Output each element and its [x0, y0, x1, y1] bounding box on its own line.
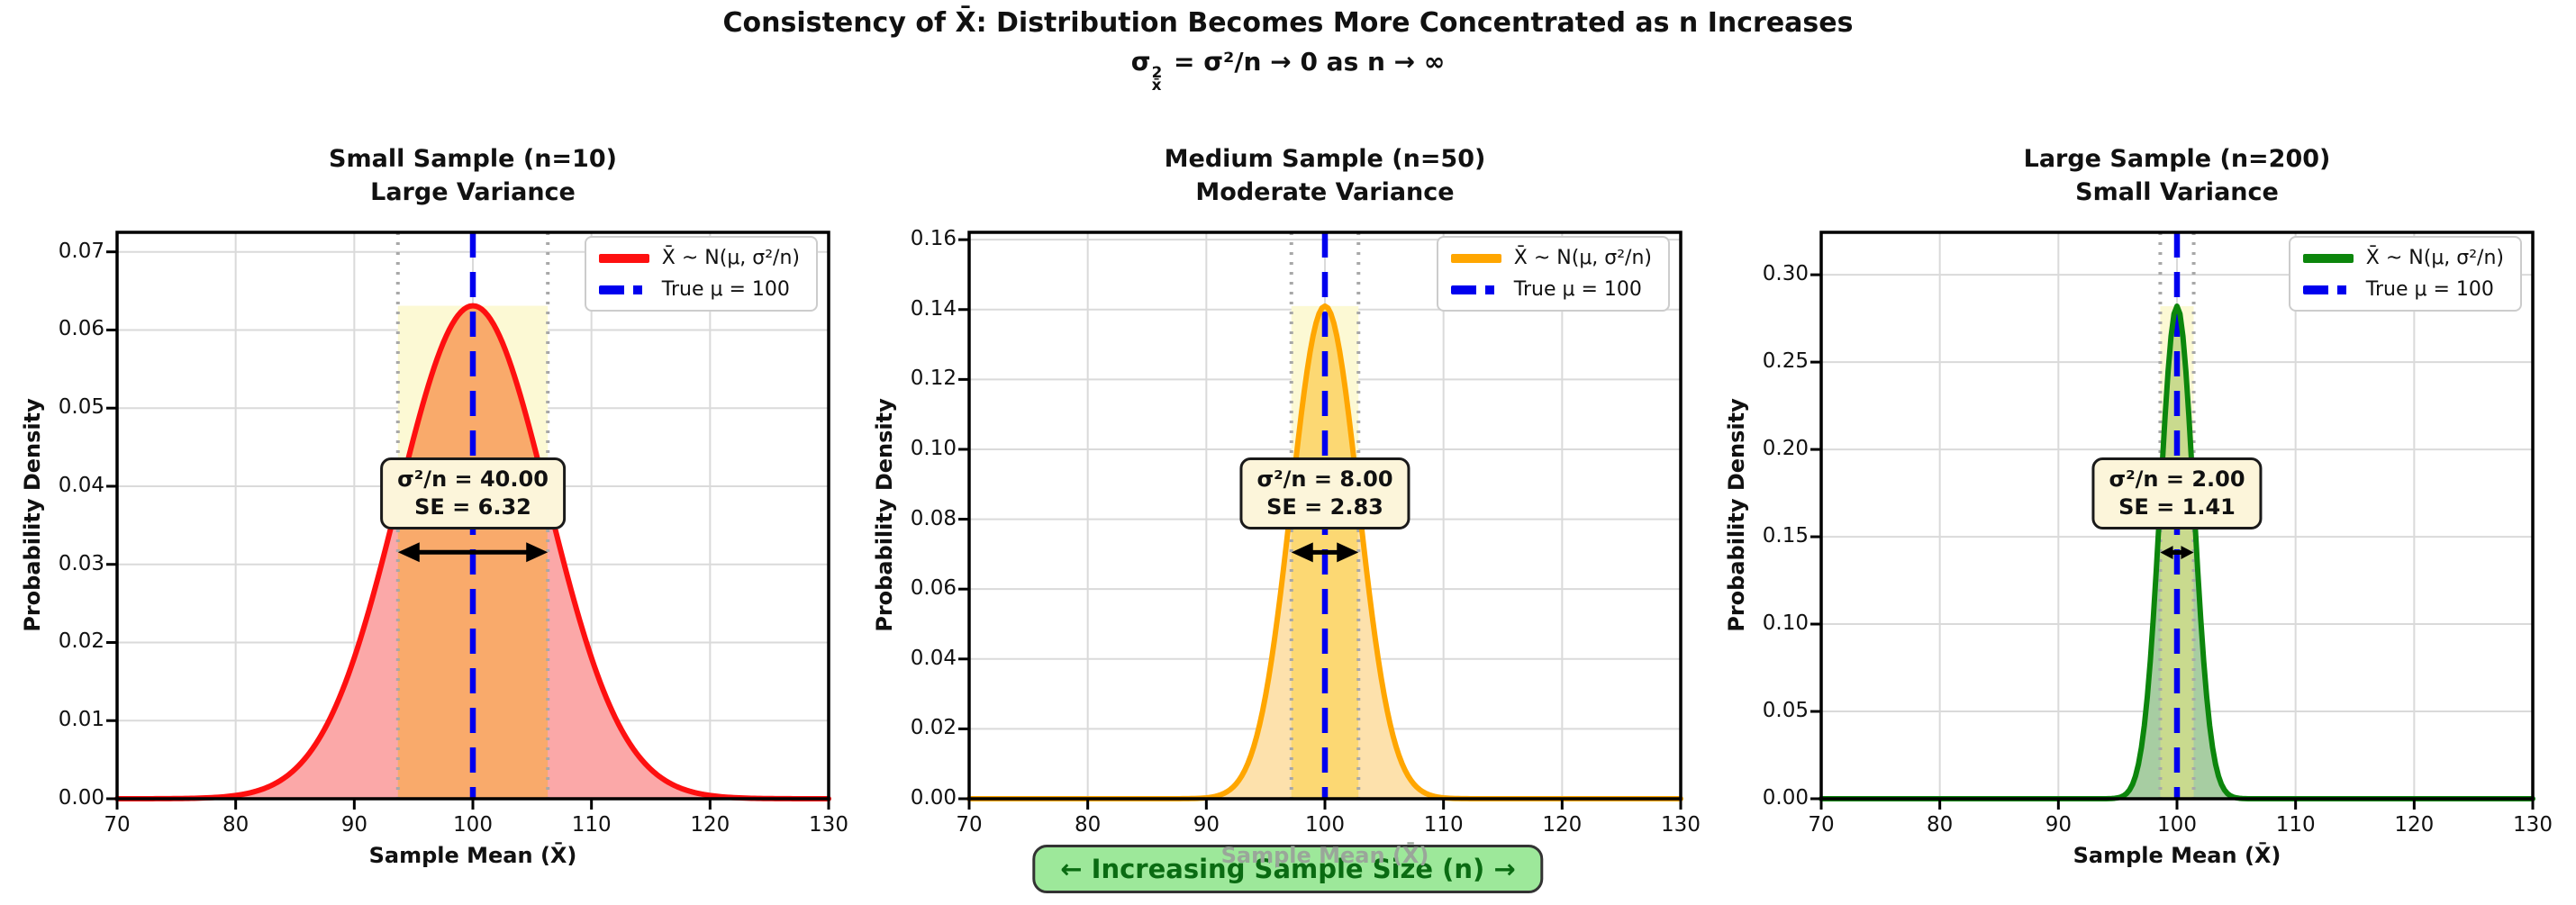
y-axis-label: Probability Density	[20, 398, 45, 632]
x-tick-label: 80	[222, 813, 249, 837]
y-tick-label: 0.05	[1762, 699, 1809, 723]
variance-annotation: σ²/n = 8.00 SE = 2.83	[1239, 457, 1410, 529]
se-arrow-head-right	[526, 542, 549, 563]
se-arrow-head-right	[2181, 546, 2194, 559]
x-tick-label: 70	[104, 813, 131, 837]
x-tick-label: 130	[2513, 813, 2553, 837]
y-tick-label: 0.04	[58, 473, 104, 497]
x-tick-label: 120	[1542, 813, 1583, 837]
x-tick-label: 100	[2157, 813, 2197, 837]
y-tick-label: 0.10	[1762, 611, 1809, 636]
x-tick-label: 110	[2275, 813, 2316, 837]
x-tick-label: 90	[340, 813, 367, 837]
legend-line-swatch	[1450, 253, 1501, 263]
y-tick-label: 0.05	[58, 395, 104, 420]
subplot-large-sample: Large Sample (n=200) Small Variance Prob…	[1704, 0, 2562, 905]
y-tick-label: 0.15	[1762, 524, 1809, 548]
y-tick-label: 0.06	[910, 576, 957, 601]
variance-annotation: σ²/n = 2.00 SE = 1.41	[2091, 457, 2263, 529]
x-tick-label: 110	[1423, 813, 1464, 837]
se-arrow-head-left	[397, 542, 420, 563]
subplot-medium-sample: Medium Sample (n=50) Moderate Variance P…	[852, 0, 1710, 905]
x-axis-label: Sample Mean (X̄)	[368, 843, 577, 868]
increasing-n-banner-text: ← Increasing Sample Size (n) →	[1060, 854, 1516, 884]
y-tick-label: 0.30	[1762, 262, 1809, 286]
legend-line-swatch	[598, 253, 649, 263]
subplot-title: Medium Sample (n=50) Moderate Variance	[1164, 145, 1486, 206]
x-tick-label: 100	[1305, 813, 1345, 837]
subplot-title: Small Sample (n=10) Large Variance	[329, 145, 617, 206]
legend-dashed-swatch	[1450, 285, 1501, 294]
y-tick-label: 0.07	[58, 239, 104, 263]
y-tick-label: 0.12	[910, 367, 957, 391]
y-tick-label: 0.03	[58, 551, 104, 575]
se-arrow-head-left	[1291, 542, 1313, 563]
y-tick-label: 0.00	[1762, 786, 1809, 810]
x-axis-label: Sample Mean (X̄)	[1220, 843, 1429, 868]
y-tick-label: 0.14	[910, 296, 957, 321]
plot-area	[958, 231, 1683, 810]
legend-item-distribution: X̄ ~ N(μ, σ²/n)	[1450, 247, 1652, 269]
y-tick-label: 0.00	[58, 786, 104, 810]
y-tick-label: 0.02	[58, 629, 104, 654]
y-tick-label: 0.01	[58, 708, 104, 732]
legend-item-distribution: X̄ ~ N(μ, σ²/n)	[598, 247, 800, 269]
legend-dashed-swatch	[598, 285, 649, 294]
x-tick-label: 120	[690, 813, 730, 837]
x-tick-label: 80	[1075, 813, 1102, 837]
density-curve	[114, 303, 831, 801]
legend-item-true-mu: True μ = 100	[1450, 278, 1652, 301]
legend-item-distribution: X̄ ~ N(μ, σ²/n)	[2302, 247, 2504, 269]
legend-item-true-mu: True μ = 100	[598, 278, 800, 301]
x-tick-label: 70	[956, 813, 983, 837]
x-tick-label: 80	[1927, 813, 1954, 837]
y-axis-label: Probability Density	[1724, 398, 1749, 632]
x-tick-label: 110	[571, 813, 612, 837]
figure-subtitle: σ 2 x̄ = σ²/n → 0 as n → ∞	[1130, 47, 1446, 94]
x-tick-label: 130	[1661, 813, 1701, 837]
subplot-title: Large Sample (n=200) Small Variance	[2023, 145, 2331, 206]
x-tick-label: 90	[1193, 813, 1220, 837]
legend: X̄ ~ N(μ, σ²/n) True μ = 100	[2288, 236, 2522, 312]
se-arrow-head-right	[1337, 542, 1359, 563]
legend-item-true-mu: True μ = 100	[2302, 278, 2504, 301]
x-tick-label: 130	[809, 813, 848, 837]
y-tick-label: 0.04	[910, 646, 957, 670]
x-tick-label: 120	[2394, 813, 2435, 837]
y-tick-label: 0.10	[910, 436, 957, 460]
se-arrow-head-left	[2160, 546, 2173, 559]
x-tick-label: 90	[2045, 813, 2072, 837]
y-tick-label: 0.02	[910, 716, 957, 740]
x-tick-label: 70	[1808, 813, 1835, 837]
y-tick-label: 0.08	[910, 506, 957, 530]
y-tick-label: 0.25	[1762, 349, 1809, 374]
increasing-n-banner: ← Increasing Sample Size (n) →	[1032, 845, 1544, 893]
plot-area	[106, 231, 831, 810]
y-tick-label: 0.06	[58, 317, 104, 341]
sigma-supsub: 2 x̄	[1151, 62, 1163, 94]
y-tick-label: 0.20	[1762, 437, 1809, 461]
plot-area	[1810, 231, 2535, 810]
subtitle-rest: = σ²/n → 0 as n → ∞	[1165, 47, 1446, 77]
legend-dashed-swatch	[2302, 285, 2354, 294]
legend: X̄ ~ N(μ, σ²/n) True μ = 100	[1436, 236, 1670, 312]
y-tick-label: 0.00	[910, 786, 957, 810]
legend: X̄ ~ N(μ, σ²/n) True μ = 100	[584, 236, 818, 312]
sigma-base: σ	[1130, 47, 1151, 77]
figure-title: Consistency of X̄: Distribution Becomes …	[722, 7, 1854, 39]
subplot-small-sample: Small Sample (n=10) Large Variance Proba…	[0, 0, 858, 905]
x-tick-label: 100	[453, 813, 493, 837]
variance-annotation: σ²/n = 40.00 SE = 6.32	[380, 457, 566, 529]
y-tick-label: 0.16	[910, 227, 957, 251]
legend-line-swatch	[2302, 253, 2354, 263]
x-axis-label: Sample Mean (X̄)	[2073, 843, 2281, 868]
